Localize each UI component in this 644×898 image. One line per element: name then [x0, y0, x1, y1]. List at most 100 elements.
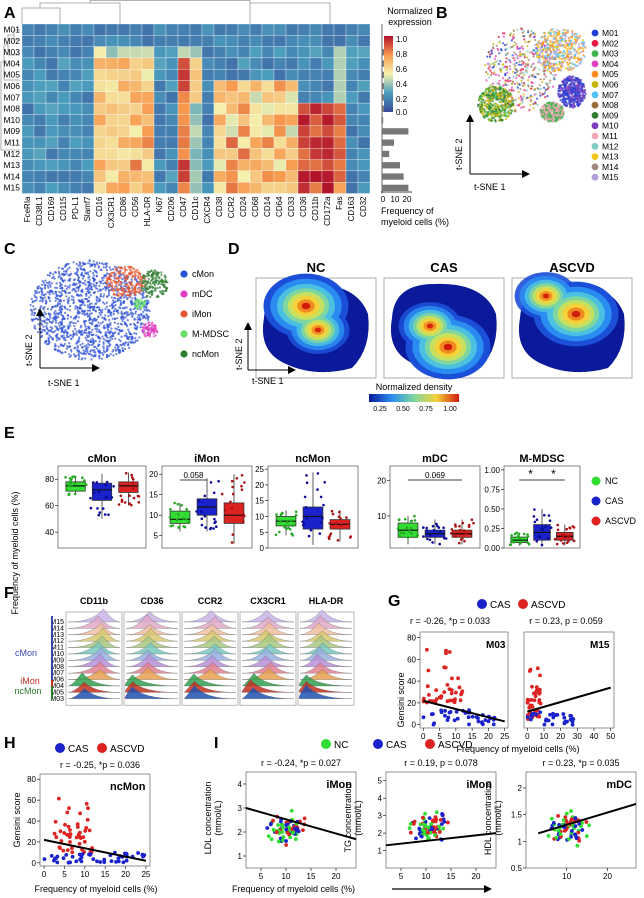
- tsne-point: [520, 60, 523, 63]
- tsne-point: [551, 107, 555, 110]
- heat-cell: [33, 80, 47, 92]
- tsne-point: [135, 270, 138, 273]
- tsne-point: [538, 61, 541, 64]
- tsne-point: [106, 287, 109, 290]
- heat-cell: [297, 69, 311, 81]
- tsne-point: [500, 96, 503, 99]
- box-point: [331, 512, 335, 516]
- tsne-point: [583, 97, 586, 100]
- tsne-point: [552, 76, 555, 79]
- tsne-point: [145, 309, 148, 312]
- tsne-point: [516, 54, 520, 57]
- tsne-point: [126, 293, 129, 297]
- tsne-point: [155, 277, 158, 280]
- tsne-point: [147, 333, 150, 336]
- tsne-point: [530, 63, 533, 66]
- heat-cell: [321, 46, 335, 59]
- marker-label: CD47: [179, 196, 188, 217]
- tsne-point: [545, 108, 548, 111]
- tsne-point: [114, 327, 117, 330]
- tsne-point: [569, 53, 572, 56]
- tsne-point: [102, 276, 105, 279]
- tsne-point: [522, 105, 525, 109]
- legend-label: M14: [602, 162, 619, 172]
- tsne-point: [63, 336, 66, 339]
- box-point: [231, 533, 235, 536]
- heat-cell: [129, 69, 143, 81]
- tsne-point: [504, 117, 507, 120]
- tsne-point: [79, 293, 83, 296]
- tsne-point: [92, 338, 95, 342]
- heat-cell: [153, 136, 167, 149]
- tsne-point: [564, 29, 567, 32]
- tsne-point: [38, 291, 41, 294]
- tsne-point: [149, 331, 152, 334]
- tsne-point: [103, 327, 106, 330]
- tsne-point: [154, 334, 157, 337]
- tsne-point: [95, 324, 98, 327]
- box-point: [319, 495, 323, 499]
- tsne-point: [526, 71, 529, 74]
- heat-cell: [297, 114, 311, 126]
- tsne-point: [153, 270, 156, 274]
- tsne-point: [131, 315, 134, 318]
- tsne-point: [40, 330, 44, 333]
- tsne-point: [531, 81, 534, 85]
- tsne-point: [500, 67, 503, 70]
- tsne-point: [560, 116, 564, 119]
- tsne-point: [497, 119, 500, 122]
- box-point: [307, 534, 311, 538]
- tsne-point: [137, 300, 140, 303]
- tsne-point: [75, 341, 78, 344]
- tsne-point: [509, 95, 512, 98]
- tsne-point: [55, 312, 58, 315]
- heat-cell: [117, 80, 131, 92]
- heat-cell: [45, 125, 59, 138]
- tsne-point: [123, 306, 126, 309]
- tsne-point: [498, 68, 502, 71]
- tsne-point: [110, 314, 113, 317]
- tsne-point: [126, 297, 129, 300]
- tsne-point: [516, 85, 519, 88]
- heat-cell: [93, 148, 107, 160]
- tsne-point: [139, 326, 142, 329]
- tsne-point: [511, 54, 514, 57]
- tsne-point: [528, 51, 532, 54]
- tsne-point: [574, 91, 577, 95]
- heat-cell: [153, 102, 167, 115]
- tsne-point: [95, 298, 98, 302]
- tsne-point: [524, 62, 528, 66]
- tsne-point: [103, 293, 106, 296]
- cb-tick-5: 0.2: [396, 95, 408, 104]
- tsne-point: [570, 62, 573, 65]
- tsne-point: [508, 91, 511, 94]
- heat-cell: [129, 46, 143, 59]
- tsne-point: [93, 349, 96, 352]
- legend-label: M04: [602, 59, 619, 69]
- tsne-point: [107, 342, 110, 345]
- tsne-point: [563, 100, 566, 103]
- heat-cell: [57, 114, 71, 126]
- tsne-point: [149, 270, 152, 273]
- tsne-point: [126, 311, 129, 314]
- tsne-point: [498, 112, 501, 115]
- tsne-point: [94, 345, 97, 349]
- tsne-point: [520, 106, 523, 109]
- tsne-point: [60, 273, 64, 276]
- marker-label: CD68: [251, 196, 260, 217]
- heat-cell: [345, 23, 359, 36]
- tsne-point: [492, 43, 495, 46]
- tsne-point: [486, 55, 489, 58]
- tsne-point: [101, 279, 104, 282]
- tsne-point: [494, 105, 497, 108]
- tsne-point: [154, 281, 158, 284]
- box-point: [130, 473, 133, 477]
- box-point: [305, 474, 308, 477]
- tsne-point: [53, 348, 56, 351]
- tsne-point: [142, 289, 145, 292]
- legend-label: iMon: [192, 309, 212, 319]
- box-point: [176, 502, 180, 506]
- tsne-point: [48, 318, 51, 321]
- heat-cell: [105, 46, 119, 59]
- tsne-point: [39, 306, 42, 309]
